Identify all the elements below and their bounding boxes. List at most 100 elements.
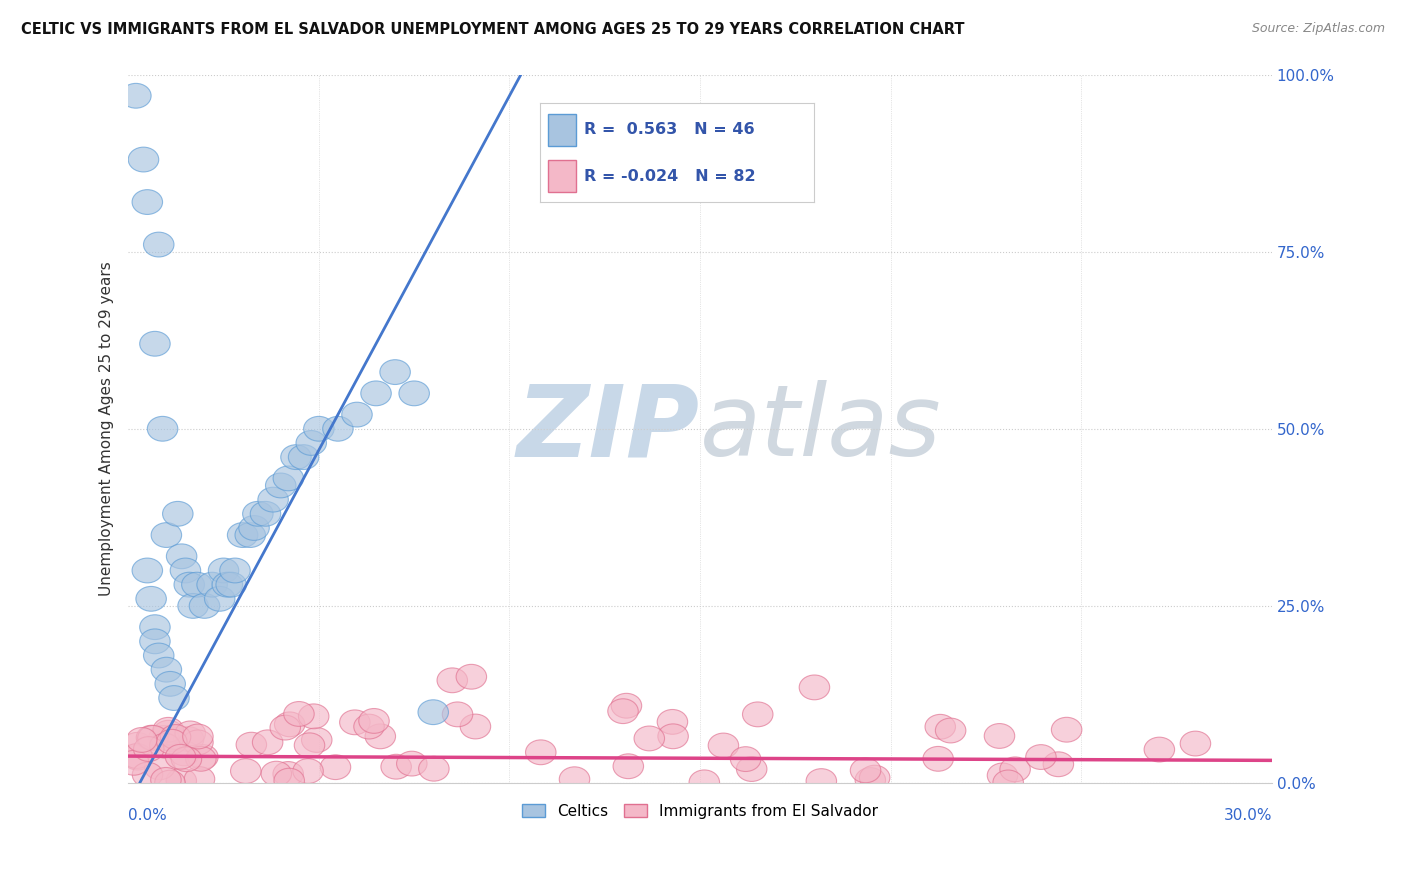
Ellipse shape bbox=[138, 725, 169, 750]
Ellipse shape bbox=[658, 724, 689, 748]
Ellipse shape bbox=[737, 756, 766, 781]
Ellipse shape bbox=[418, 700, 449, 724]
Text: CELTIC VS IMMIGRANTS FROM EL SALVADOR UNEMPLOYMENT AMONG AGES 25 TO 29 YEARS COR: CELTIC VS IMMIGRANTS FROM EL SALVADOR UN… bbox=[21, 22, 965, 37]
Ellipse shape bbox=[298, 704, 329, 729]
Ellipse shape bbox=[288, 445, 319, 469]
Ellipse shape bbox=[851, 758, 880, 782]
Ellipse shape bbox=[1026, 745, 1056, 770]
Ellipse shape bbox=[1043, 752, 1074, 777]
Ellipse shape bbox=[304, 417, 335, 442]
Ellipse shape bbox=[228, 523, 257, 548]
Ellipse shape bbox=[212, 573, 243, 597]
Ellipse shape bbox=[321, 755, 350, 780]
Ellipse shape bbox=[709, 733, 738, 758]
Ellipse shape bbox=[399, 381, 429, 406]
Ellipse shape bbox=[136, 586, 166, 611]
Legend: Celtics, Immigrants from El Salvador: Celtics, Immigrants from El Salvador bbox=[516, 797, 884, 825]
Ellipse shape bbox=[181, 573, 212, 597]
Ellipse shape bbox=[806, 769, 837, 794]
Ellipse shape bbox=[284, 701, 314, 726]
Ellipse shape bbox=[219, 558, 250, 582]
Ellipse shape bbox=[987, 763, 1018, 788]
Text: 0.0%: 0.0% bbox=[128, 808, 167, 822]
Ellipse shape bbox=[166, 544, 197, 569]
Ellipse shape bbox=[419, 756, 449, 781]
Ellipse shape bbox=[993, 770, 1024, 795]
Ellipse shape bbox=[560, 767, 589, 791]
Ellipse shape bbox=[322, 417, 353, 442]
Ellipse shape bbox=[273, 762, 304, 787]
Text: ZIP: ZIP bbox=[517, 380, 700, 477]
Ellipse shape bbox=[250, 501, 281, 526]
Ellipse shape bbox=[301, 728, 332, 752]
Ellipse shape bbox=[855, 768, 886, 792]
Ellipse shape bbox=[187, 745, 218, 769]
Ellipse shape bbox=[859, 765, 890, 790]
Ellipse shape bbox=[127, 728, 157, 752]
Ellipse shape bbox=[174, 721, 205, 746]
Ellipse shape bbox=[134, 737, 165, 762]
Ellipse shape bbox=[292, 758, 323, 783]
Ellipse shape bbox=[634, 726, 665, 751]
Ellipse shape bbox=[366, 724, 395, 748]
Ellipse shape bbox=[166, 768, 197, 793]
Ellipse shape bbox=[297, 431, 326, 455]
Ellipse shape bbox=[239, 516, 270, 541]
Ellipse shape bbox=[150, 657, 181, 682]
Ellipse shape bbox=[443, 702, 472, 727]
Ellipse shape bbox=[174, 573, 204, 597]
Ellipse shape bbox=[155, 672, 186, 697]
Ellipse shape bbox=[342, 402, 373, 427]
Ellipse shape bbox=[166, 745, 195, 769]
Ellipse shape bbox=[139, 615, 170, 640]
Ellipse shape bbox=[266, 473, 297, 498]
Ellipse shape bbox=[148, 417, 177, 442]
Ellipse shape bbox=[742, 702, 773, 727]
Ellipse shape bbox=[160, 724, 191, 749]
Ellipse shape bbox=[607, 698, 638, 723]
Ellipse shape bbox=[613, 754, 644, 779]
Ellipse shape bbox=[612, 693, 641, 718]
Ellipse shape bbox=[253, 730, 283, 755]
Ellipse shape bbox=[143, 643, 174, 668]
Ellipse shape bbox=[935, 718, 966, 743]
Ellipse shape bbox=[121, 744, 152, 769]
Ellipse shape bbox=[183, 730, 214, 755]
Ellipse shape bbox=[136, 725, 167, 750]
Ellipse shape bbox=[437, 668, 468, 693]
Ellipse shape bbox=[204, 586, 235, 611]
Ellipse shape bbox=[132, 190, 163, 214]
Ellipse shape bbox=[274, 712, 305, 737]
Ellipse shape bbox=[128, 147, 159, 172]
Ellipse shape bbox=[122, 732, 152, 757]
Ellipse shape bbox=[730, 747, 761, 772]
Ellipse shape bbox=[121, 83, 150, 108]
Ellipse shape bbox=[270, 715, 301, 740]
Ellipse shape bbox=[149, 725, 179, 750]
Ellipse shape bbox=[155, 770, 186, 795]
Ellipse shape bbox=[208, 558, 239, 582]
Text: atlas: atlas bbox=[700, 380, 942, 477]
Ellipse shape bbox=[1000, 757, 1031, 781]
Ellipse shape bbox=[243, 501, 273, 526]
Ellipse shape bbox=[122, 745, 153, 770]
Ellipse shape bbox=[132, 558, 163, 582]
Ellipse shape bbox=[183, 724, 214, 749]
Ellipse shape bbox=[217, 573, 246, 597]
Ellipse shape bbox=[274, 768, 305, 793]
Ellipse shape bbox=[190, 593, 219, 618]
Ellipse shape bbox=[922, 747, 953, 772]
Ellipse shape bbox=[273, 466, 304, 491]
Ellipse shape bbox=[132, 763, 163, 787]
Ellipse shape bbox=[150, 523, 181, 548]
Ellipse shape bbox=[460, 714, 491, 739]
Ellipse shape bbox=[1144, 737, 1174, 762]
Ellipse shape bbox=[657, 709, 688, 734]
Ellipse shape bbox=[359, 708, 389, 733]
Ellipse shape bbox=[235, 523, 266, 548]
Ellipse shape bbox=[139, 331, 170, 356]
Ellipse shape bbox=[262, 761, 291, 786]
Text: Source: ZipAtlas.com: Source: ZipAtlas.com bbox=[1251, 22, 1385, 36]
Ellipse shape bbox=[456, 665, 486, 690]
Ellipse shape bbox=[984, 723, 1015, 748]
